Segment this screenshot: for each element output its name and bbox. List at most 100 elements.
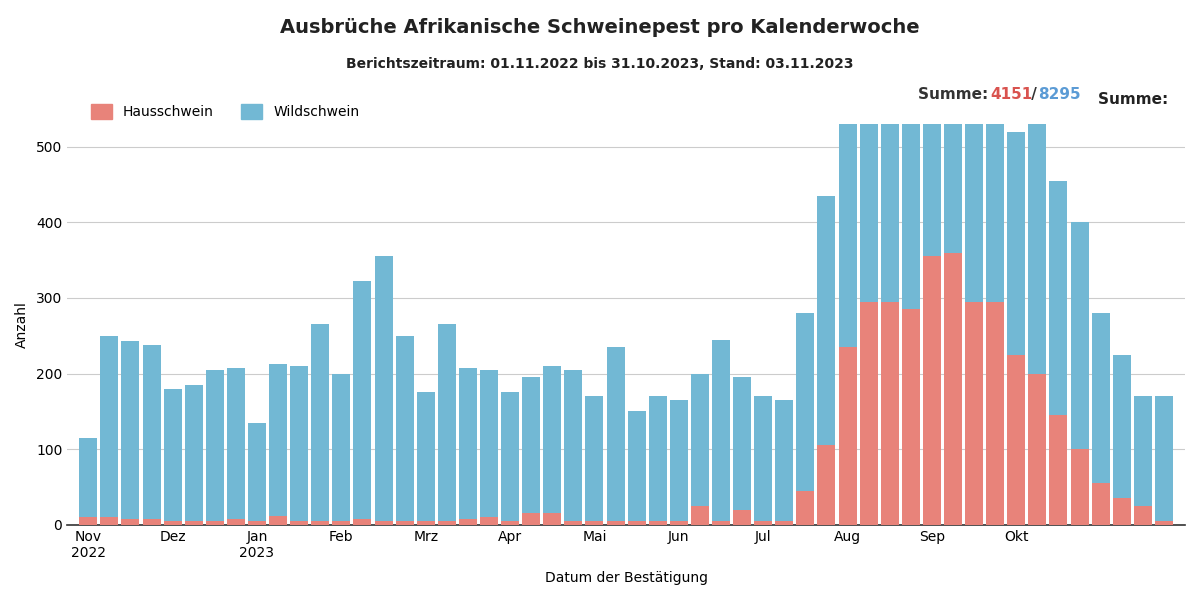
- Bar: [670, 400, 688, 521]
- Bar: [817, 196, 835, 445]
- Bar: [649, 396, 667, 521]
- Bar: [416, 392, 434, 521]
- Bar: [944, 0, 962, 253]
- Bar: [458, 368, 476, 519]
- Bar: [332, 374, 350, 521]
- Bar: [775, 521, 793, 525]
- Bar: [396, 336, 414, 521]
- Bar: [544, 366, 562, 514]
- Bar: [1112, 499, 1130, 525]
- Bar: [881, 302, 899, 525]
- Bar: [564, 521, 582, 525]
- Bar: [354, 519, 372, 525]
- Text: /: /: [1026, 87, 1042, 102]
- Bar: [923, 256, 941, 525]
- Bar: [691, 374, 709, 506]
- Bar: [185, 385, 203, 521]
- Bar: [101, 336, 119, 517]
- Bar: [755, 396, 772, 521]
- Bar: [522, 377, 540, 514]
- Bar: [859, 0, 877, 302]
- Bar: [628, 412, 646, 521]
- Bar: [544, 514, 562, 525]
- Bar: [374, 256, 392, 521]
- Bar: [1050, 181, 1068, 415]
- Bar: [269, 516, 287, 525]
- Bar: [817, 445, 835, 525]
- Bar: [311, 521, 329, 525]
- Bar: [965, 302, 983, 525]
- Bar: [121, 519, 139, 525]
- Bar: [502, 392, 520, 521]
- Bar: [206, 370, 223, 521]
- Bar: [797, 313, 815, 491]
- X-axis label: Datum der Bestätigung: Datum der Bestätigung: [545, 571, 708, 585]
- Bar: [965, 75, 983, 302]
- Bar: [480, 370, 498, 517]
- Legend: Hausschwein, Wildschwein: Hausschwein, Wildschwein: [85, 99, 365, 125]
- Bar: [101, 517, 119, 525]
- Bar: [502, 521, 520, 525]
- Bar: [332, 521, 350, 525]
- Bar: [416, 521, 434, 525]
- Bar: [881, 0, 899, 302]
- Bar: [438, 325, 456, 521]
- Bar: [206, 521, 223, 525]
- Bar: [1112, 355, 1130, 499]
- Text: 4151: 4151: [990, 87, 1032, 102]
- Bar: [290, 366, 308, 521]
- Bar: [1028, 374, 1046, 525]
- Bar: [185, 521, 203, 525]
- Bar: [121, 341, 139, 519]
- Bar: [902, 0, 919, 309]
- Bar: [986, 302, 1004, 525]
- Bar: [311, 325, 329, 521]
- Bar: [248, 521, 266, 525]
- Bar: [374, 521, 392, 525]
- Bar: [859, 302, 877, 525]
- Bar: [248, 423, 266, 521]
- Bar: [670, 521, 688, 525]
- Bar: [143, 345, 161, 519]
- Bar: [1028, 86, 1046, 374]
- Bar: [649, 521, 667, 525]
- Bar: [227, 519, 245, 525]
- Bar: [1070, 449, 1088, 525]
- Bar: [396, 521, 414, 525]
- Bar: [1007, 131, 1025, 355]
- Bar: [923, 0, 941, 256]
- Bar: [1154, 396, 1172, 521]
- Bar: [564, 370, 582, 521]
- Bar: [227, 368, 245, 519]
- Bar: [712, 521, 730, 525]
- Bar: [586, 521, 604, 525]
- Bar: [1092, 483, 1110, 525]
- Bar: [733, 377, 751, 510]
- Bar: [1134, 396, 1152, 506]
- Bar: [797, 491, 815, 525]
- Text: Ausbrüche Afrikanische Schweinepest pro Kalenderwoche: Ausbrüche Afrikanische Schweinepest pro …: [280, 18, 920, 37]
- Y-axis label: Anzahl: Anzahl: [14, 301, 29, 348]
- Bar: [79, 438, 97, 517]
- Bar: [839, 26, 857, 347]
- Bar: [1134, 506, 1152, 525]
- Bar: [902, 309, 919, 525]
- Bar: [733, 510, 751, 525]
- Bar: [354, 281, 372, 519]
- Bar: [522, 514, 540, 525]
- Bar: [606, 347, 624, 521]
- Bar: [438, 521, 456, 525]
- Text: Berichtszeitraum: 01.11.2022 bis 31.10.2023, Stand: 03.11.2023: Berichtszeitraum: 01.11.2022 bis 31.10.2…: [347, 57, 853, 71]
- Bar: [586, 396, 604, 521]
- Bar: [163, 389, 181, 521]
- Bar: [691, 506, 709, 525]
- Bar: [775, 400, 793, 521]
- Bar: [944, 253, 962, 525]
- Bar: [1007, 355, 1025, 525]
- Text: 8295: 8295: [1038, 87, 1081, 102]
- Bar: [458, 519, 476, 525]
- Bar: [163, 521, 181, 525]
- Bar: [1092, 313, 1110, 483]
- Bar: [1050, 415, 1068, 525]
- Bar: [712, 340, 730, 521]
